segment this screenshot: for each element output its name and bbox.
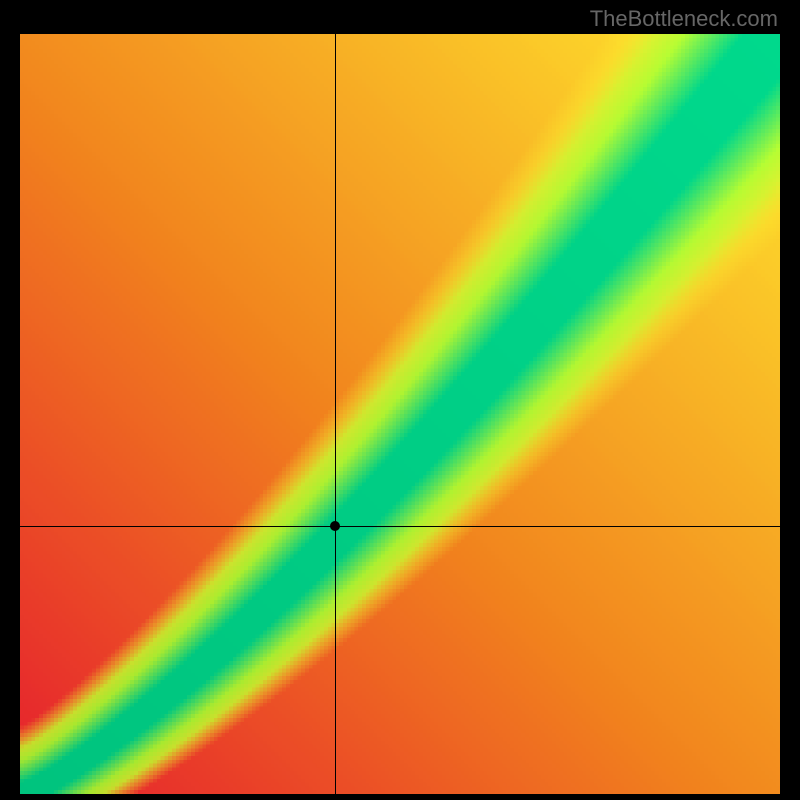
heatmap-canvas	[20, 34, 780, 794]
watermark-text: TheBottleneck.com	[590, 6, 778, 32]
bottleneck-heatmap	[20, 34, 780, 794]
crosshair-vertical	[335, 34, 336, 794]
crosshair-horizontal	[20, 526, 780, 527]
marker-dot	[330, 521, 340, 531]
